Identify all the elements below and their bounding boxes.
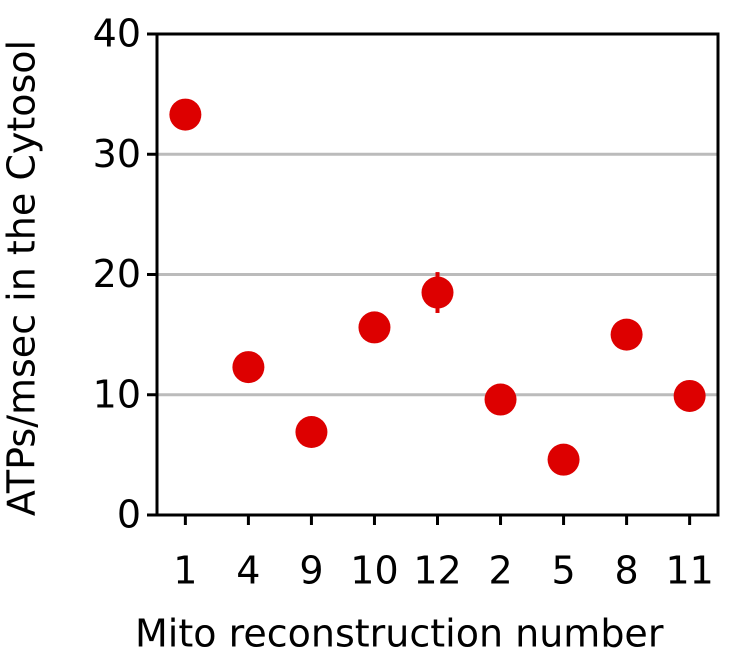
y-tick-label: 10 [93,372,141,416]
y-tick-label: 0 [117,493,141,537]
y-axis-label: ATPs/msec in the Cytosol [0,40,44,516]
point [610,318,643,351]
y-tick-label: 20 [93,252,141,296]
x-tick-label: 10 [350,549,398,593]
y-tick-label: 40 [93,12,141,56]
y-tick-label: 30 [93,132,141,176]
point [484,383,517,416]
point [358,311,391,344]
x-tick-label: 4 [236,549,260,593]
point [421,276,454,309]
x-tick-label: 8 [615,549,639,593]
x-axis-label: Mito reconstruction number [135,612,664,652]
point [295,416,328,449]
x-tick-label: 11 [665,549,713,593]
x-tick-label: 5 [551,549,575,593]
x-tick-label: 9 [299,549,323,593]
x-tick-label: 12 [413,549,461,593]
x-tick-label: 1 [173,549,197,593]
point [232,351,265,384]
point [673,379,706,412]
x-tick-label: 2 [488,549,512,593]
point [547,443,580,476]
point [169,98,202,131]
